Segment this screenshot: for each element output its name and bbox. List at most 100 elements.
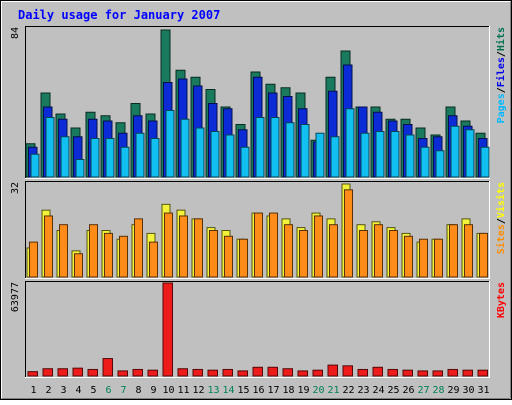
bar-sites-day-27 [419,238,428,278]
bar-pages-day-13 [210,131,220,178]
bar-pages-day-8 [135,132,145,178]
bar-pages-day-11 [180,118,190,178]
legend-item: KBytes [496,282,507,318]
bar-pages-day-28 [435,150,445,178]
legend-item: Files [495,57,507,87]
bar-sites-day-11 [179,215,188,278]
day-label-14: 14 [222,385,234,396]
bar-sites-day-14 [224,235,233,278]
legend-separator: / [496,51,507,57]
day-label-7: 7 [120,385,126,396]
bar-kbytes-day-28 [432,370,443,377]
bar-sites-day-12 [194,218,203,278]
day-label-18: 18 [282,385,294,396]
bar-pages-day-16 [255,117,265,178]
day-label-6: 6 [105,385,111,396]
panel-background [25,281,490,378]
legend-item: Hits [495,27,507,51]
day-label-12: 12 [192,385,204,396]
bar-kbytes-day-11 [177,368,188,377]
day-label-3: 3 [60,385,66,396]
bar-pages-day-29 [450,125,460,178]
day-label-11: 11 [177,385,189,396]
day-label-24: 24 [372,385,384,396]
bar-kbytes-day-23 [357,368,368,377]
bar-sites-day-5 [89,224,98,278]
bar-sites-day-30 [464,224,473,278]
bar-sites-day-15 [239,238,248,278]
bar-pages-day-27 [420,146,430,178]
panel-legend-label: Sites/Visits [495,182,507,254]
bar-kbytes-day-9 [147,369,158,377]
day-axis-labels: 1 2 3 4 5 6 7 8 9 10 11 12 13 14 15 16 17 18 19 20 21 22 23 24 2… [30,385,489,396]
bar-pages-day-14 [225,134,235,178]
bar-sites-day-23 [359,230,368,278]
bar-pages-day-10 [165,110,175,178]
bar-pages-day-4 [75,159,85,178]
bar-kbytes-day-29 [447,368,458,377]
bar-sites-day-17 [269,212,278,278]
bar-sites-day-29 [449,224,458,278]
bar-sites-day-6 [104,232,113,278]
bar-sites-day-25 [389,230,398,278]
bar-kbytes-day-3 [57,368,68,377]
bar-pages-day-1 [30,153,40,178]
day-label-22: 22 [342,385,354,396]
bar-pages-day-24 [375,131,385,178]
bar-pages-day-26 [405,134,415,178]
day-label-29: 29 [447,385,459,396]
bar-kbytes-day-15 [237,370,248,377]
day-label-1: 1 [30,385,36,396]
day-label-23: 23 [357,385,369,396]
bar-pages-day-3 [60,136,70,178]
day-label-31: 31 [477,385,489,396]
legend-separator: / [496,218,507,224]
day-label-5: 5 [90,385,96,396]
bar-sites-day-18 [284,224,293,278]
bar-pages-day-15 [240,146,250,178]
bar-sites-day-7 [119,235,128,278]
bar-kbytes-day-30 [462,369,473,377]
panel-kbytes: 63977 KBytes [10,281,507,378]
bar-pages-day-21 [330,136,340,178]
bar-pages-day-7 [120,146,130,178]
bar-pages-day-31 [480,146,490,178]
bar-sites-day-21 [329,224,338,278]
bar-kbytes-day-19 [297,370,308,377]
day-label-9: 9 [150,385,156,396]
day-label-15: 15 [237,385,249,396]
bar-pages-day-2 [45,117,55,178]
bar-kbytes-day-1 [27,371,38,377]
panel-ymax-label: 32 [10,182,21,194]
day-label-13: 13 [207,385,219,396]
day-label-10: 10 [162,385,174,396]
bar-kbytes-day-20 [312,369,323,377]
legend-item: Visits [495,182,507,218]
bar-kbytes-day-8 [132,368,143,377]
day-label-19: 19 [297,385,309,396]
day-label-4: 4 [75,385,81,396]
day-label-21: 21 [327,385,339,396]
bar-kbytes-day-2 [42,368,53,377]
day-label-30: 30 [462,385,474,396]
bar-pages-day-5 [90,138,100,178]
bar-sites-day-26 [404,235,413,278]
bar-kbytes-day-5 [87,368,98,377]
bar-kbytes-day-14 [222,368,233,377]
bar-kbytes-day-7 [117,370,128,377]
bar-sites-day-8 [134,218,143,278]
bar-sites-day-2 [44,215,53,278]
day-label-27: 27 [417,385,429,396]
bar-sites-day-4 [74,253,83,278]
panel-visits-sites: 32 Sites/Visits [10,181,507,279]
panel-ymax-label: 63977 [10,282,21,312]
bar-sites-day-28 [434,238,443,278]
bar-pages-day-6 [105,138,115,178]
bar-pages-day-23 [360,132,370,178]
legend-separator: / [496,87,507,93]
bar-kbytes-day-21 [327,364,338,377]
bar-sites-day-3 [59,224,68,278]
bar-pages-day-12 [195,127,205,178]
